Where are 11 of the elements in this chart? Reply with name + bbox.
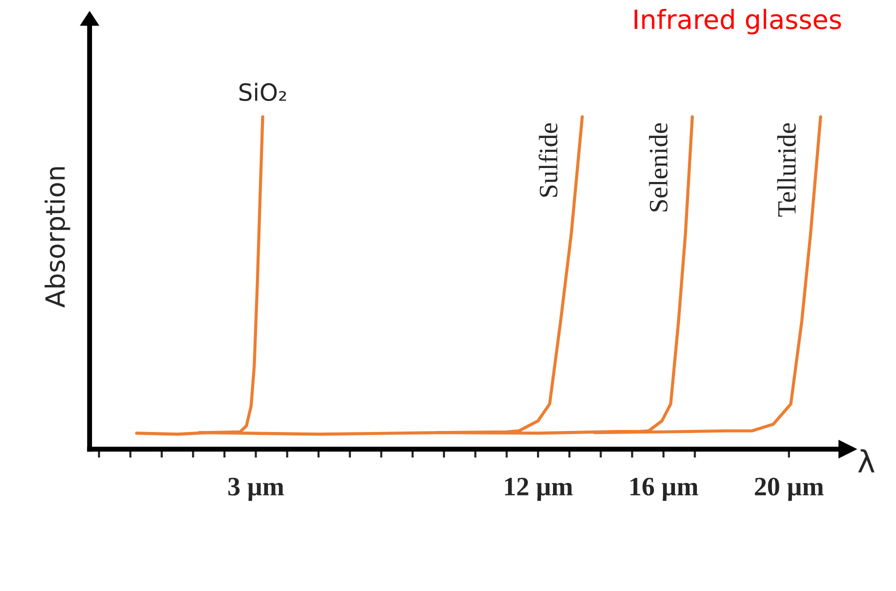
x-tick-label: 16 µm bbox=[630, 478, 698, 501]
series-label: SiO₂ bbox=[239, 82, 286, 102]
text: Telluride bbox=[777, 123, 796, 217]
x-tick-label: 3 µm bbox=[228, 478, 284, 501]
chart-title: Infrared glasses bbox=[634, 8, 841, 34]
text: Sulfide bbox=[538, 123, 558, 197]
text: Selenide bbox=[648, 123, 668, 212]
x-tick-label: 20 µm bbox=[754, 478, 824, 501]
x-axis-title: λ bbox=[858, 449, 874, 472]
y-axis-title: Absorption bbox=[44, 167, 70, 308]
x-tick-label: 12 µm bbox=[505, 478, 573, 501]
